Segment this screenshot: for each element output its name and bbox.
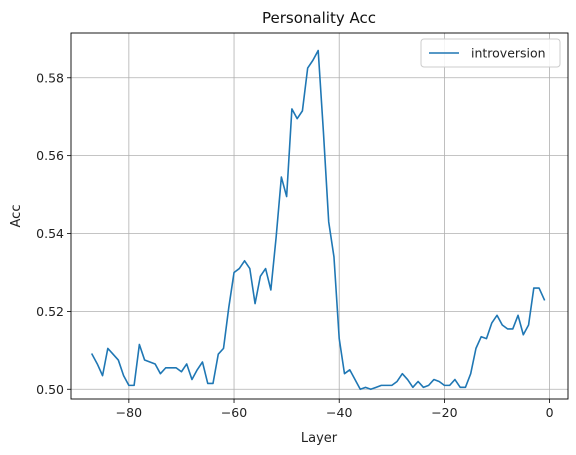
x-tick-label: −40 [326, 405, 352, 420]
x-tick-label: −60 [221, 405, 247, 420]
y-tick-label: 0.56 [36, 148, 64, 163]
x-axis: −80 −60 −40 −20 0 [116, 399, 554, 420]
legend-label-introversion: introversion [471, 46, 546, 61]
grid-lines [71, 33, 568, 399]
x-tick-label: −20 [431, 405, 457, 420]
y-tick-label: 0.58 [36, 70, 64, 85]
series-line-introversion [90, 49, 546, 391]
legend: introversion [420, 38, 561, 68]
y-tick-label: 0.54 [36, 226, 64, 241]
y-tick-label: 0.52 [36, 304, 64, 319]
y-axis: 0.50 0.52 0.54 0.56 0.58 [36, 70, 71, 397]
chart-title: Personality Acc [262, 9, 376, 27]
plot-area-frame [70, 32, 569, 400]
x-axis-label: Layer [301, 431, 338, 446]
x-tick-label: 0 [546, 405, 554, 420]
x-tick-label: −80 [116, 405, 142, 420]
y-axis-label: Acc [9, 205, 24, 228]
legend-box [420, 38, 561, 68]
y-tick-label: 0.50 [36, 382, 64, 397]
